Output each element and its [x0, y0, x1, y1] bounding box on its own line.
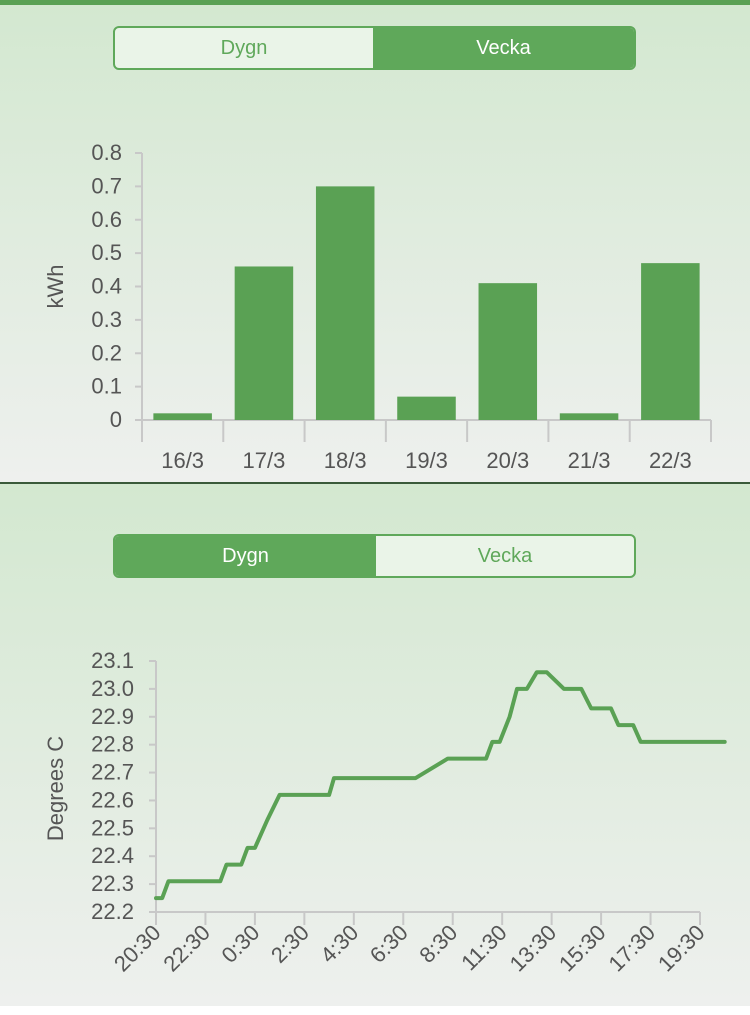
period-segmented-control: Dygn Vecka [113, 534, 636, 578]
energy-panel: Dygn Vecka 0 0.1 0.2 0.3 0.4 0.5 0.6 0.7 0.8 kWh 1… [0, 5, 750, 482]
y-tick-label: 22.5 [91, 815, 134, 840]
bar [153, 413, 212, 420]
x-tick-label: 17/3 [243, 448, 286, 473]
panel-divider [0, 482, 750, 484]
y-tick-label: 22.7 [91, 760, 134, 785]
x-tick-label: 19:30 [653, 920, 710, 977]
x-tick-label: 19/3 [405, 448, 448, 473]
tab-vecka[interactable]: Vecka [373, 28, 634, 68]
x-tick-label: 20/3 [486, 448, 529, 473]
energy-bar-chart: 0 0.1 0.2 0.3 0.4 0.5 0.6 0.7 0.8 kWh 16/3 17/3 18/3… [43, 140, 712, 473]
bar [641, 263, 700, 420]
bar [478, 283, 538, 420]
x-tick-label: 8:30 [414, 920, 462, 968]
y-tick-label: 0.8 [91, 140, 122, 165]
y-tick-label: 0.1 [91, 374, 122, 399]
bar [397, 396, 456, 420]
y-tick-label: 0.2 [91, 340, 122, 365]
x-tick-label: 22/3 [649, 448, 692, 473]
x-tick-label: 21/3 [568, 448, 611, 473]
temperature-line-chart: 22.2 22.3 22.4 22.5 22.622.7 22.8 22.9 23.0 23.1… [43, 648, 727, 977]
x-tick-label: 17:30 [603, 920, 660, 977]
y-tick-label: 22.3 [91, 871, 134, 896]
bar [234, 266, 294, 420]
period-segmented-control: Dygn Vecka [113, 26, 636, 70]
temperature-panel: Dygn Vecka 22.2 22.3 22.4 22.5 22.6 22.7 22.8 2… [0, 484, 750, 1006]
tab-dygn[interactable]: Dygn [220, 36, 268, 59]
y-tick-label: 0 [110, 407, 122, 432]
top-accent-bar [0, 0, 750, 5]
y-tick-label: 22.2 [91, 899, 134, 924]
y-tick-label: 0.7 [91, 173, 122, 198]
tab-vecka[interactable]: Vecka [477, 544, 533, 567]
y-tick-label: 0.4 [91, 274, 122, 299]
y-axis-title: Degrees C [43, 736, 68, 841]
x-tick-label: 4:30 [315, 920, 363, 968]
y-tick-label: 0.5 [91, 240, 122, 265]
x-tick-label: 2:30 [266, 920, 314, 968]
x-tick-label: 13:30 [505, 920, 562, 977]
x-tick-label: 20:30 [109, 920, 166, 977]
x-tick-label: 0:30 [216, 920, 264, 968]
tab-dygn[interactable]: Dygn [115, 536, 376, 576]
x-tick-label: 22:30 [158, 920, 215, 977]
x-tick-label: 16/3 [161, 448, 204, 473]
x-tick-label: 11:30 [456, 920, 511, 975]
bar [315, 186, 375, 420]
y-tick-label: 0.6 [91, 207, 122, 232]
y-tick-label: 23.0 [91, 676, 134, 701]
y-tick-label: 22.6 [91, 787, 134, 812]
y-tick-label: 22.4 [91, 843, 134, 868]
y-axis-title: kWh [43, 265, 68, 309]
y-tick-label: 22.9 [91, 704, 134, 729]
x-tick-label: 18/3 [324, 448, 367, 473]
y-tick-label: 22.8 [91, 732, 134, 757]
temperature-series-line [154, 670, 727, 901]
y-tick-label: 23.1 [91, 648, 134, 673]
x-tick-label: 6:30 [365, 920, 413, 968]
x-tick-label: 15:30 [554, 920, 611, 977]
y-tick-label: 0.3 [91, 307, 122, 332]
bar [559, 413, 619, 420]
